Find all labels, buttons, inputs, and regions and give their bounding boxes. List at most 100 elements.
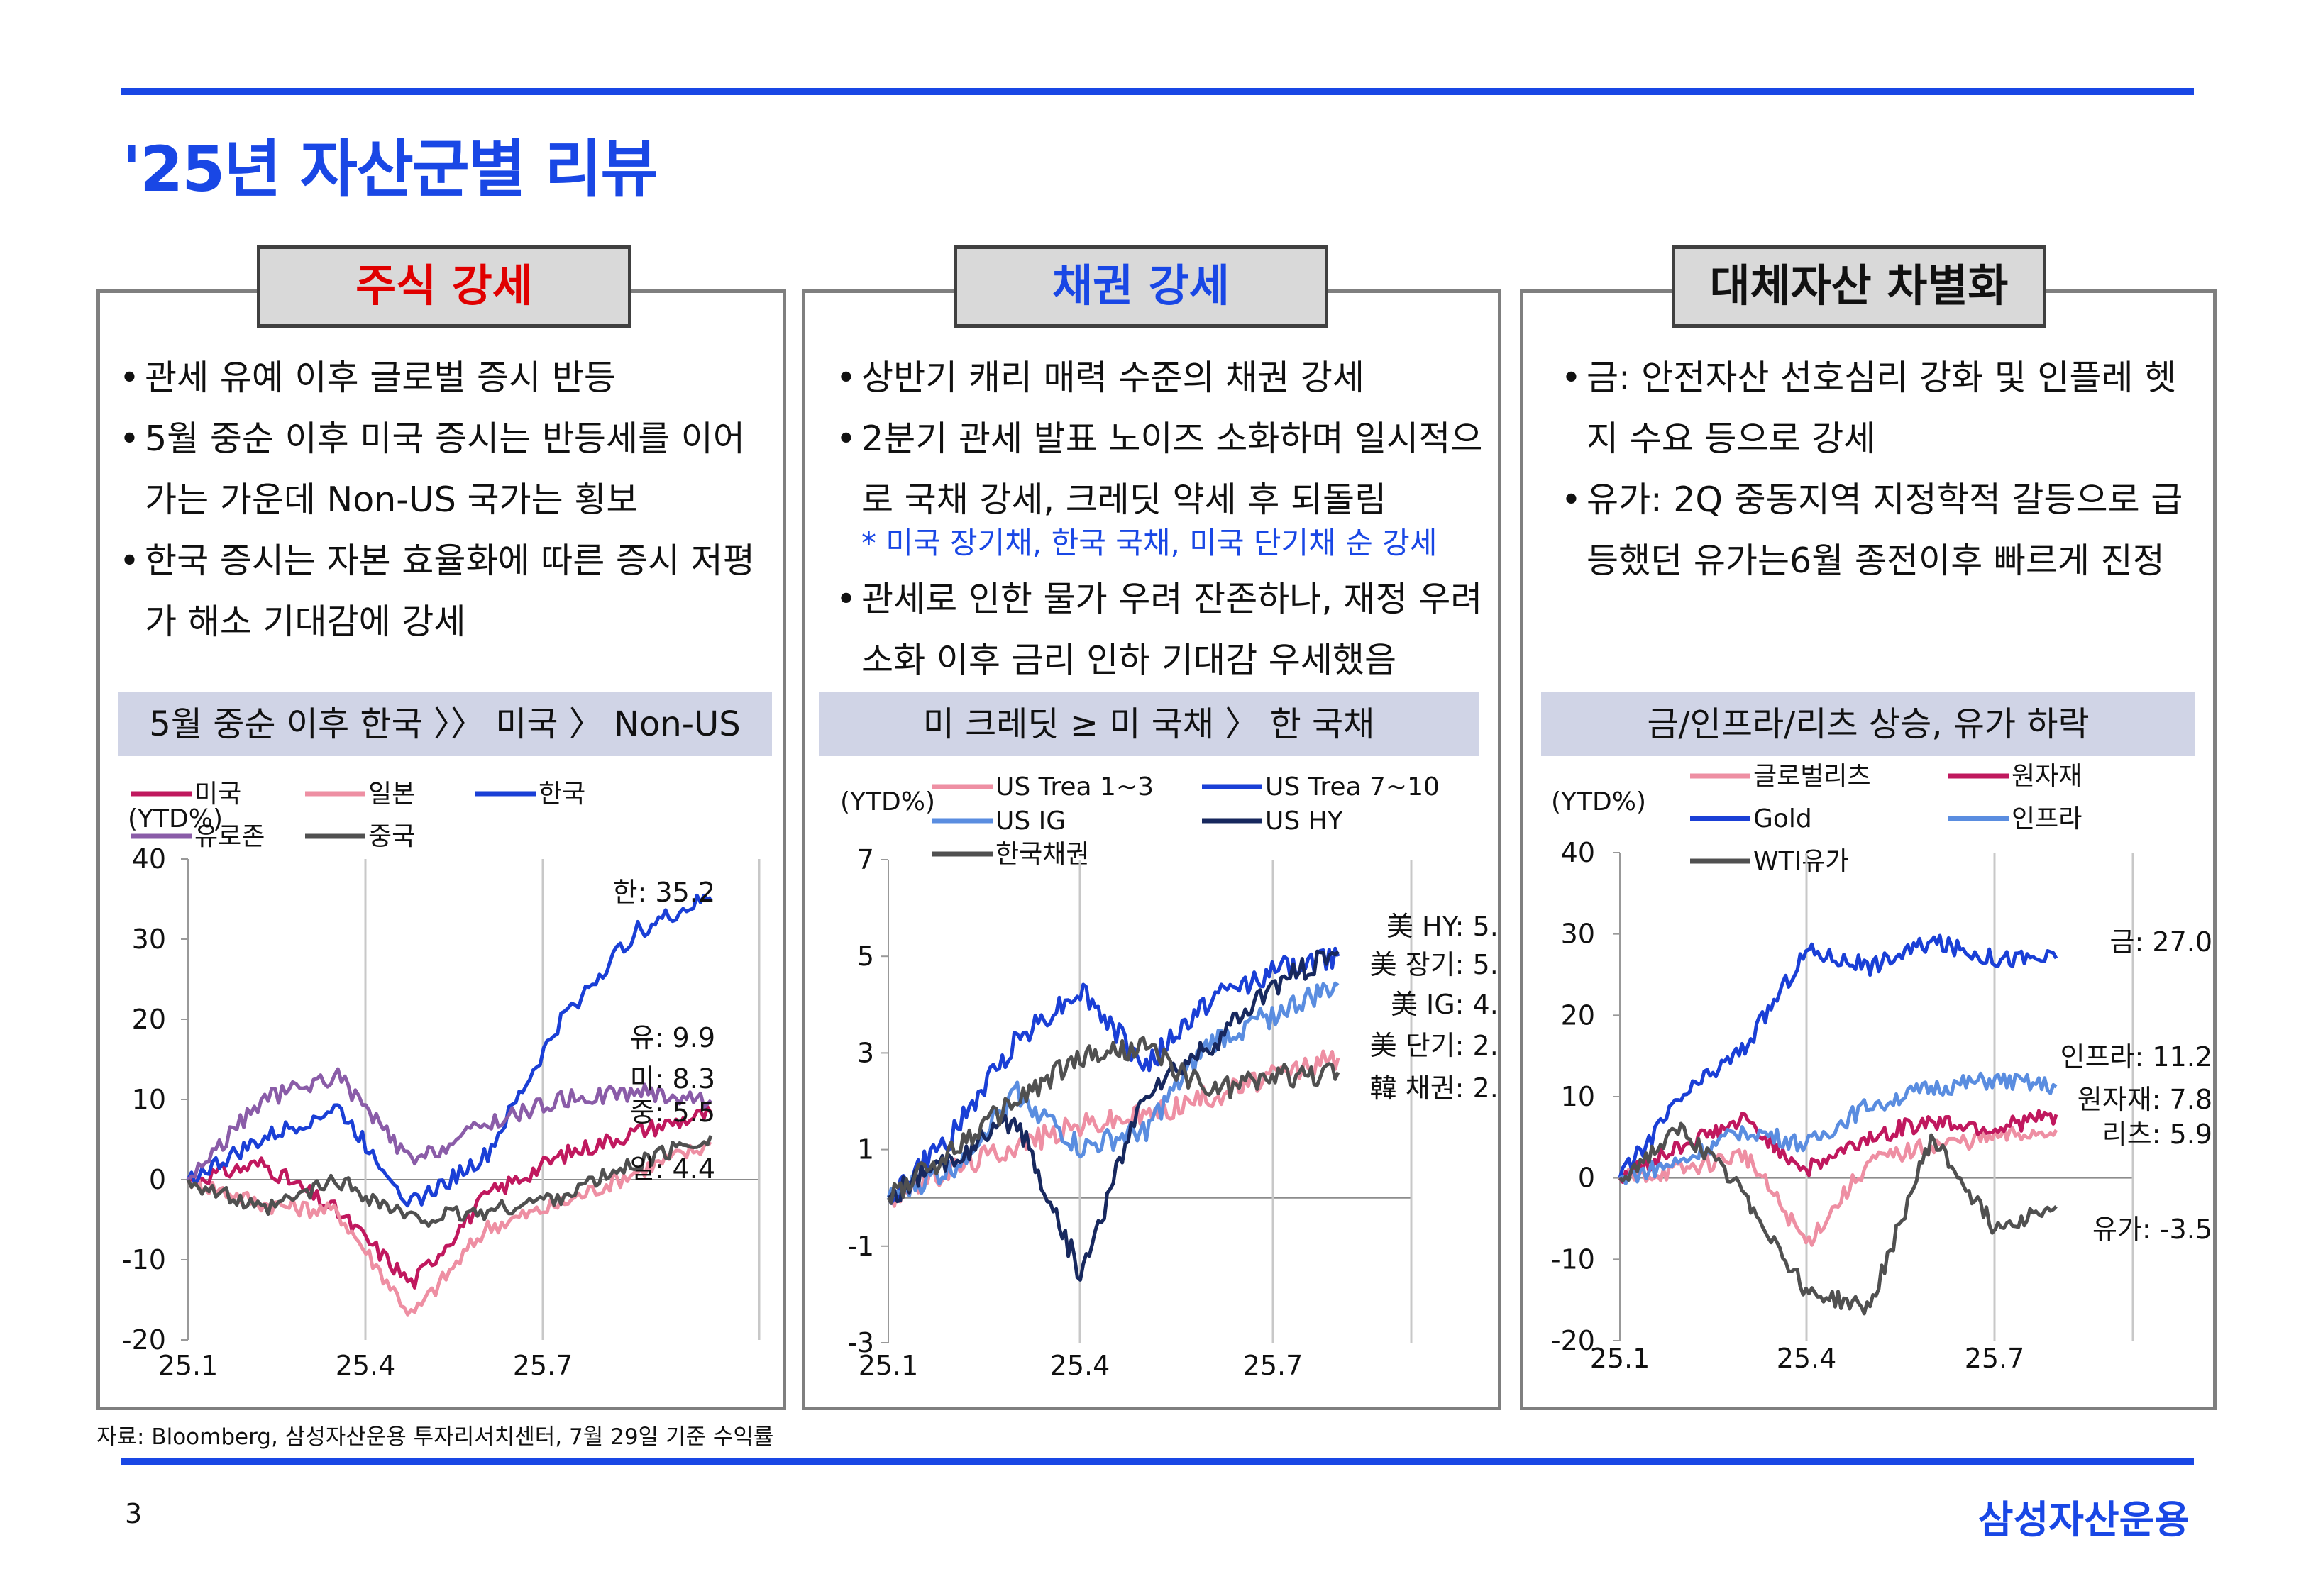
series-line-2 bbox=[186, 1140, 712, 1317]
x-tick-label: 25.7 bbox=[1965, 1343, 2025, 1374]
legend-label: WTI유가 bbox=[1753, 847, 1848, 876]
panel-tab-bonds: 채권 강세 bbox=[954, 245, 1328, 328]
x-tick-label: 25.4 bbox=[336, 1350, 396, 1381]
y-tick-label: -10 bbox=[1551, 1243, 1595, 1275]
page-title: '25년 자산군별 리뷰 bbox=[122, 133, 658, 206]
series-line-5 bbox=[886, 1036, 1340, 1205]
series-line-1 bbox=[187, 1105, 713, 1290]
x-tick-label: 25.4 bbox=[1050, 1350, 1110, 1381]
y-tick-label: 3 bbox=[857, 1037, 874, 1068]
legend-label: 한국 bbox=[539, 780, 585, 809]
y-tick-label: -10 bbox=[122, 1244, 166, 1275]
y-tick-label: -3 bbox=[847, 1327, 874, 1358]
bullet: 관세로 인한 물가 우려 잔존하나, 재정 우려 소화 이후 금리 인하 기대감… bbox=[836, 569, 1490, 691]
bullet: 한국 증시는 자본 효율화에 따른 증시 저평가 해소 기대감에 강세 bbox=[119, 531, 772, 653]
end-value-label: 인프라: 11.2 bbox=[2060, 1041, 2212, 1073]
chart-subtitle: 금/인프라/리츠 상승, 유가 하락 bbox=[1541, 692, 2195, 756]
y-tick-label: 0 bbox=[1578, 1163, 1595, 1194]
panel-tab-alternatives: 대체자산 차별화 bbox=[1672, 245, 2046, 328]
series-line-5 bbox=[186, 1135, 713, 1228]
legend-label: 인프라 bbox=[2012, 804, 2082, 833]
panel-tab-stocks: 주식 강세 bbox=[257, 245, 631, 328]
chart-bonds: (YTD%) US Trea 1~3 US Trea 7~10 US IG US HY 한… bbox=[840, 772, 1499, 1381]
source-note: 자료: Bloomberg, 삼성자산운용 투자리서치센터, 7월 29일 기준… bbox=[96, 1424, 774, 1450]
bullet: 5월 중순 이후 미국 증시는 반등세를 이어가는 가운데 Non-US 국가는… bbox=[119, 409, 772, 531]
legend-label: 미국 bbox=[194, 780, 241, 809]
legend-label: 중국 bbox=[368, 822, 415, 851]
series-line-1 bbox=[888, 1049, 1340, 1208]
series-line-4 bbox=[187, 1067, 712, 1181]
page-number: 3 bbox=[125, 1498, 143, 1529]
y-tick-label: 10 bbox=[1561, 1081, 1595, 1112]
x-tick-label: 25.4 bbox=[1777, 1343, 1837, 1374]
x-tick-label: 25.1 bbox=[158, 1350, 219, 1381]
legend-label: Gold bbox=[1753, 804, 1812, 833]
end-value-label: 중: 5.5 bbox=[630, 1097, 715, 1128]
legend-label: US Trea 7~10 bbox=[1265, 772, 1440, 802]
end-value-label: 금: 27.0 bbox=[2110, 926, 2212, 958]
y-tick-label: -20 bbox=[122, 1324, 166, 1356]
end-value-label: 원자재: 7.8 bbox=[2078, 1084, 2212, 1115]
chart-alternatives: (YTD%) 글로벌리츠 원자재 Gold 인프라 WTI유가 40 30 20 10 0 -10 -2… bbox=[1551, 762, 2212, 1374]
legend-label: 한국채권 bbox=[995, 840, 1089, 869]
legend-label: US Trea 1~3 bbox=[995, 772, 1154, 802]
y-tick-label: 7 bbox=[857, 844, 874, 875]
chart-subtitle: 5월 중순 이후 한국 〉〉 미국 〉 Non-US bbox=[118, 692, 772, 756]
y-tick-label: 40 bbox=[132, 843, 166, 875]
end-value-label: 유: 9.9 bbox=[630, 1022, 715, 1053]
legend-label: 유로존 bbox=[194, 822, 265, 851]
chart-subtitle: 미 크레딧 ≥ 미 국채 〉 한 국채 bbox=[819, 692, 1479, 756]
end-value-label: 美 IG: 4.4 bbox=[1391, 989, 1499, 1020]
y-tick-label: -1 bbox=[847, 1231, 874, 1262]
bullets-bonds: 상반기 캐리 매력 수준의 채권 강세 2분기 관세 발표 노이즈 소화하며 일… bbox=[836, 348, 1490, 691]
end-value-label: 한: 35.2 bbox=[613, 877, 715, 908]
x-tick-label: 25.1 bbox=[859, 1350, 919, 1381]
end-value-label: 美 HY: 5.1 bbox=[1386, 911, 1499, 942]
y-tick-label: 30 bbox=[132, 924, 166, 955]
end-value-label: 미: 8.3 bbox=[630, 1063, 715, 1095]
legend-label: US HY bbox=[1265, 807, 1344, 836]
y-axis-label: (YTD%) bbox=[840, 787, 935, 816]
y-axis-label: (YTD%) bbox=[1551, 787, 1646, 816]
legend-label: US IG bbox=[995, 807, 1066, 836]
bullets-alternatives: 금: 안전자산 선호심리 강화 및 인플레 헷지 수요 등으로 강세 유가: 2… bbox=[1561, 348, 2185, 592]
end-value-label: 美 단기: 2.9 bbox=[1370, 1030, 1499, 1061]
bullet: 금: 안전자산 선호심리 강화 및 인플레 헷지 수요 등으로 강세 bbox=[1561, 348, 2185, 470]
bullet: 관세 유예 이후 글로벌 증시 반등 bbox=[119, 348, 772, 409]
y-tick-label: 40 bbox=[1561, 837, 1595, 868]
end-value-label: 韓 채권: 2.6 bbox=[1370, 1073, 1499, 1104]
y-tick-label: 0 bbox=[149, 1164, 166, 1195]
x-tick-label: 25.7 bbox=[513, 1350, 573, 1381]
y-tick-label: 1 bbox=[857, 1134, 874, 1165]
bottom-rule bbox=[121, 1458, 2194, 1465]
legend-label: 글로벌리츠 bbox=[1753, 762, 1871, 791]
bullets-stocks: 관세 유예 이후 글로벌 증시 반등 5월 중순 이후 미국 증시는 반등세를 … bbox=[119, 348, 772, 653]
legend-label: 일본 bbox=[368, 780, 415, 809]
y-tick-label: 20 bbox=[1561, 999, 1595, 1031]
bullet: 상반기 캐리 매력 수준의 채권 강세 bbox=[836, 348, 1490, 409]
y-axis-label: (YTD%) bbox=[128, 804, 223, 833]
bullet: 2분기 관세 발표 노이즈 소화하며 일시적으로 국채 강세, 크레딧 약세 후… bbox=[836, 409, 1490, 531]
x-tick-label: 25.7 bbox=[1243, 1350, 1303, 1381]
y-tick-label: 30 bbox=[1561, 919, 1595, 950]
series-line-4 bbox=[1618, 1071, 2058, 1185]
y-tick-label: 5 bbox=[857, 941, 874, 972]
y-tick-label: -20 bbox=[1551, 1325, 1595, 1356]
series-line-3 bbox=[1618, 933, 2058, 1179]
end-value-label: 리츠: 5.9 bbox=[2102, 1119, 2212, 1150]
series-line-4 bbox=[887, 949, 1340, 1282]
end-value-label: 유가: -3.5 bbox=[2092, 1214, 2212, 1245]
bullet: 유가: 2Q 중동지역 지정학적 갈등으로 급등했던 유가는6월 종전이후 빠르… bbox=[1561, 470, 2185, 592]
top-rule bbox=[121, 88, 2194, 95]
brand-logo-text: 삼성자산운용 bbox=[1977, 1497, 2190, 1542]
y-tick-label: 20 bbox=[132, 1004, 166, 1035]
series-line-2 bbox=[886, 946, 1340, 1205]
series-line-3 bbox=[186, 893, 712, 1208]
x-tick-label: 25.1 bbox=[1590, 1343, 1650, 1374]
y-tick-label: 10 bbox=[132, 1084, 166, 1115]
end-value-label: 일: 4.4 bbox=[630, 1153, 715, 1185]
bond-note: * 미국 장기채, 한국 국채, 미국 단기채 순 강세 bbox=[861, 526, 1438, 560]
legend-label: 원자재 bbox=[2012, 762, 2082, 791]
series-line-5 bbox=[1618, 1121, 2058, 1316]
